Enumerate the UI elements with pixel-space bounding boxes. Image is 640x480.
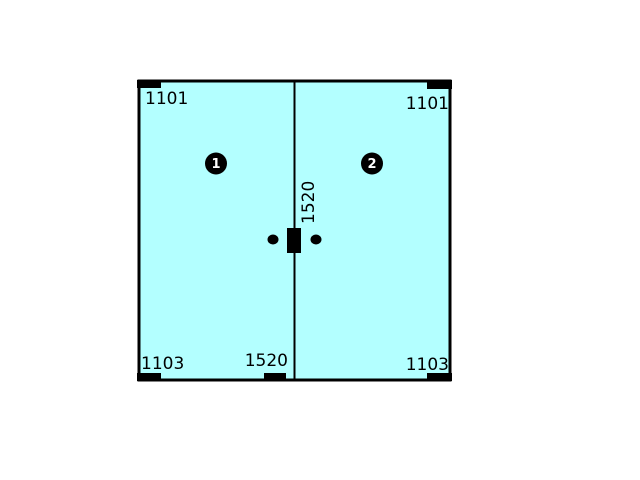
handle-dot-right: [310, 234, 322, 245]
fitting-block-top-right: [427, 80, 452, 89]
label-floor-fitting: 1520: [245, 351, 288, 371]
panel-number-badge-2: [361, 152, 383, 175]
panel-number-badge-1: [205, 152, 227, 175]
fitting-block-bottom-right: [427, 373, 452, 381]
label-top-left-fitting: 1101: [145, 89, 188, 109]
panel-number-1: 1: [211, 157, 220, 172]
label-top-right-fitting: 1101: [406, 94, 449, 114]
fitting-block-top-left: [137, 80, 161, 88]
fitting-block-floor: [264, 373, 286, 381]
handle-dot-left: [267, 234, 279, 245]
fitting-block-bottom-left: [137, 373, 161, 381]
panel-number-2: 2: [367, 157, 376, 172]
center-lock-block: [287, 228, 301, 253]
glass-panel-left: [139, 81, 294, 380]
label-bottom-right-fitting: 1103: [406, 355, 449, 375]
glass-panel-right: [295, 81, 450, 380]
label-bottom-left-fitting: 1103: [141, 354, 184, 374]
label-center-fitting: 1520: [299, 181, 319, 224]
